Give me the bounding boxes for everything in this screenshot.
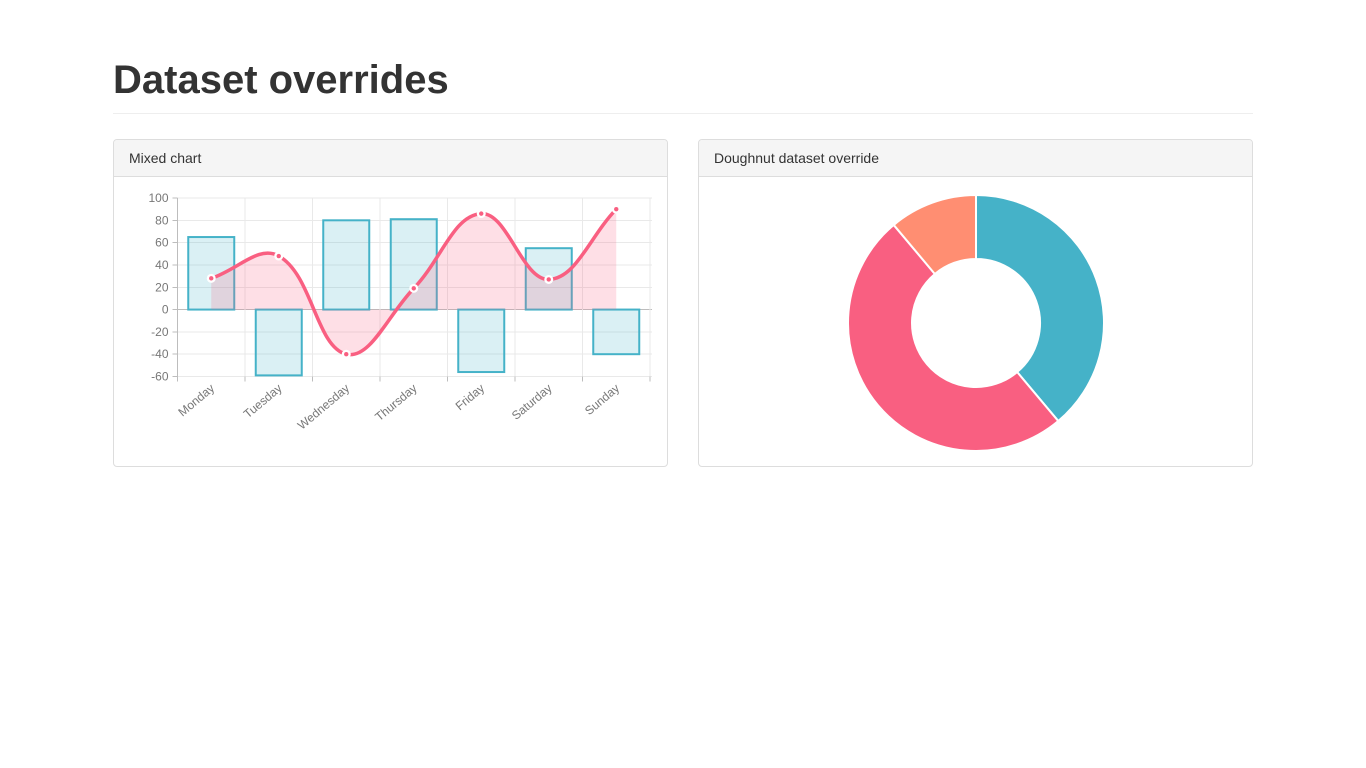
line-point-monday <box>209 276 214 281</box>
x-tick-label: Thursday <box>372 381 419 424</box>
line-point-sunday <box>614 206 619 212</box>
y-tick-label: 20 <box>155 280 169 294</box>
line-point-friday <box>479 211 484 216</box>
y-tick-label: 100 <box>148 191 168 205</box>
bar-friday <box>457 308 506 374</box>
doughnut-chart-column: Doughnut dataset override <box>683 139 1268 467</box>
panel-doughnut-chart-body <box>699 177 1252 466</box>
mixed-chart-column: Mixed chart 100 80 60 40 20 0 -20 -40 -60 Monday T… <box>98 139 683 467</box>
line-point-tuesday <box>276 253 281 259</box>
y-tick-label: -20 <box>151 325 169 339</box>
x-label-group: Friday <box>453 381 488 413</box>
x-tick-label: Friday <box>453 381 488 413</box>
doughnut-segment-2 <box>847 223 1060 452</box>
panel-doughnut-chart-title: Doughnut dataset override <box>714 150 879 166</box>
bar-series <box>187 218 641 377</box>
x-tick-label: Wednesday <box>295 381 352 432</box>
x-label-group: Saturday <box>509 381 555 423</box>
page-container: Dataset overrides Mixed chart 100 80 60 40 2… <box>98 58 1268 467</box>
bar-thursday <box>389 218 438 311</box>
x-label-group: Wednesday <box>295 381 352 432</box>
x-label-group: Tuesday <box>241 381 285 421</box>
x-tick-label: Sunday <box>582 381 622 418</box>
doughnut-segment-3 <box>892 194 977 275</box>
doughnut-chart-canvas[interactable] <box>699 177 1252 466</box>
y-tick-label: -60 <box>151 370 169 384</box>
panel-mixed-chart-title: Mixed chart <box>129 150 202 166</box>
x-label-group: Thursday <box>372 381 419 424</box>
y-tick-label: -40 <box>151 347 169 361</box>
page-header: Dataset overrides <box>113 58 1253 114</box>
x-label-group: Monday <box>175 381 217 419</box>
x-label-group: Sunday <box>582 381 622 418</box>
x-tick-label: Monday <box>175 381 217 419</box>
y-tick-label: 80 <box>155 213 169 227</box>
panel-doughnut-chart: Doughnut dataset override <box>698 139 1253 467</box>
bar-sunday <box>592 308 641 356</box>
bar-wednesday <box>322 219 371 311</box>
x-tick-label: Tuesday <box>241 381 285 421</box>
bar-tuesday <box>254 308 303 377</box>
line-point-saturday <box>546 277 551 282</box>
line-area-fill <box>211 209 617 355</box>
panel-mixed-chart: Mixed chart 100 80 60 40 20 0 -20 -40 -60 Monday T… <box>113 139 668 467</box>
y-tick-label: 40 <box>155 258 169 272</box>
mixed-chart-canvas[interactable]: 100 80 60 40 20 0 -20 -40 -60 Monday Tuesday Wednes… <box>114 177 667 466</box>
doughnut-segment-1 <box>975 194 1105 423</box>
y-tick-label: 0 <box>162 303 169 317</box>
y-tick-label: 60 <box>155 236 169 250</box>
charts-row: Mixed chart 100 80 60 40 20 0 -20 -40 -60 Monday T… <box>98 139 1268 467</box>
x-tick-label: Saturday <box>509 381 555 423</box>
panel-mixed-chart-body: 100 80 60 40 20 0 -20 -40 -60 Monday Tuesday Wednes… <box>114 177 667 466</box>
panel-mixed-chart-header: Mixed chart <box>114 140 667 177</box>
page-title: Dataset overrides <box>113 58 449 102</box>
line-point-thursday <box>411 286 416 291</box>
panel-doughnut-chart-header: Doughnut dataset override <box>699 140 1252 177</box>
line-point-wednesday <box>344 351 349 357</box>
